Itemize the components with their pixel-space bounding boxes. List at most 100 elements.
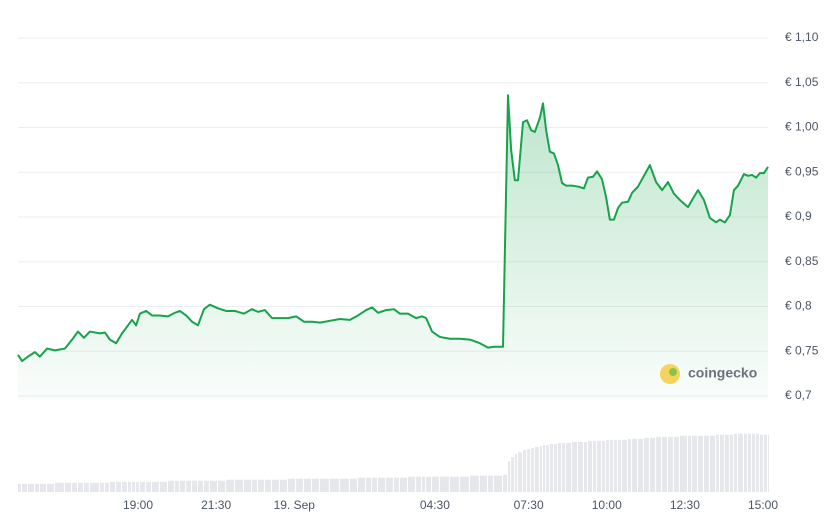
volume-bar xyxy=(372,477,377,492)
volume-bar xyxy=(422,476,426,492)
y-tick-label: € 0,7 xyxy=(785,388,812,402)
volume-bar xyxy=(588,440,592,492)
volume-bar xyxy=(159,481,167,492)
volume-bar xyxy=(549,443,553,492)
volume-bar xyxy=(139,481,146,492)
volume-bar xyxy=(632,438,637,492)
y-tick-label: € 0,85 xyxy=(785,254,819,268)
volume-bar xyxy=(583,441,587,492)
volume-bar xyxy=(553,443,557,492)
volume-bar xyxy=(186,480,192,492)
volume-bar xyxy=(673,436,679,492)
volume-bar xyxy=(264,479,272,492)
volume-bar xyxy=(303,478,312,492)
volume-bar xyxy=(146,481,152,492)
y-tick-label: € 0,9 xyxy=(785,209,812,223)
volume-bar xyxy=(386,477,393,492)
volume-bar xyxy=(638,438,643,492)
volume-bar xyxy=(109,481,116,492)
volume-bar xyxy=(174,480,179,492)
y-tick-label: € 1,10 xyxy=(785,30,819,44)
volume-bar xyxy=(748,433,752,492)
volume-bar xyxy=(192,480,197,492)
volume-bar xyxy=(703,435,709,492)
volume-bar xyxy=(128,481,132,492)
volume-bar xyxy=(503,474,507,492)
volume-bar xyxy=(226,479,234,492)
x-tick-label: 19. Sep xyxy=(274,498,316,512)
volume-bar xyxy=(449,476,459,492)
volume-bar xyxy=(539,446,542,492)
volume-bar xyxy=(643,437,649,492)
volume-bar xyxy=(89,482,99,492)
x-tick-label: 12:30 xyxy=(670,498,700,512)
volume-bar xyxy=(709,435,716,492)
y-tick-label: € 1,05 xyxy=(785,75,819,89)
volume-bar xyxy=(439,476,449,492)
volume-bar xyxy=(366,477,372,492)
volume-bar xyxy=(168,480,174,492)
volume-bar xyxy=(296,478,303,492)
volume-bar xyxy=(54,482,64,492)
volume-bar xyxy=(83,482,89,492)
volume-bar xyxy=(479,475,487,492)
x-tick-label: 21:30 xyxy=(201,498,231,512)
volume-bar xyxy=(234,479,243,492)
volume-bar xyxy=(252,479,257,492)
logo-eye xyxy=(669,368,677,376)
volume-bar xyxy=(272,479,279,492)
volume-bar xyxy=(47,483,54,492)
x-tick-label: 10:00 xyxy=(592,498,622,512)
volume-bar xyxy=(104,482,109,492)
volume-bar xyxy=(602,440,606,492)
volume-bar xyxy=(508,461,511,492)
volume-bar xyxy=(527,449,531,492)
volume-bar xyxy=(692,435,697,492)
volume-bar xyxy=(756,433,759,492)
volume-bar xyxy=(716,434,719,492)
volume-bar xyxy=(733,433,737,492)
volume-bar xyxy=(566,442,572,492)
volume-bar xyxy=(339,478,349,492)
volume-bar xyxy=(18,483,22,492)
volume-bar xyxy=(72,482,77,492)
volume-bar xyxy=(618,439,622,492)
volume-bar xyxy=(578,441,583,492)
volume-bar xyxy=(132,481,136,492)
volume-bar xyxy=(759,434,763,492)
volume-bar xyxy=(432,476,439,492)
volume-bar xyxy=(459,476,469,492)
volume-bar xyxy=(562,442,566,492)
volume-bar xyxy=(546,444,549,492)
volume-bar xyxy=(511,457,514,492)
volume-bar xyxy=(203,480,209,492)
x-tick-label: 07:30 xyxy=(514,498,544,512)
volume-bar xyxy=(152,481,159,492)
volume-bar xyxy=(679,435,687,492)
volume-bar xyxy=(649,437,656,492)
volume-bar xyxy=(116,481,122,492)
volume-bar xyxy=(593,440,597,492)
volume-bar xyxy=(34,483,39,492)
volume-bar xyxy=(99,482,104,492)
volume-bar xyxy=(136,481,139,492)
volume-bar xyxy=(279,479,287,492)
volume-bar xyxy=(768,434,769,492)
volume-bar xyxy=(349,478,357,492)
volume-bar xyxy=(534,447,539,492)
volume-bar xyxy=(416,476,422,492)
volume-bar xyxy=(597,440,602,492)
volume-bar xyxy=(179,480,186,492)
volume-bar xyxy=(329,478,339,492)
y-tick-label: € 0,95 xyxy=(785,164,819,178)
volume-bar xyxy=(543,444,546,492)
volume-bar xyxy=(729,434,733,492)
y-tick-label: € 1,00 xyxy=(785,120,819,134)
volume-bar xyxy=(662,436,667,492)
volume-bar xyxy=(64,482,72,492)
volume-bar xyxy=(122,481,127,492)
volume-bar xyxy=(218,480,226,492)
x-tick-label: 15:00 xyxy=(748,498,778,512)
